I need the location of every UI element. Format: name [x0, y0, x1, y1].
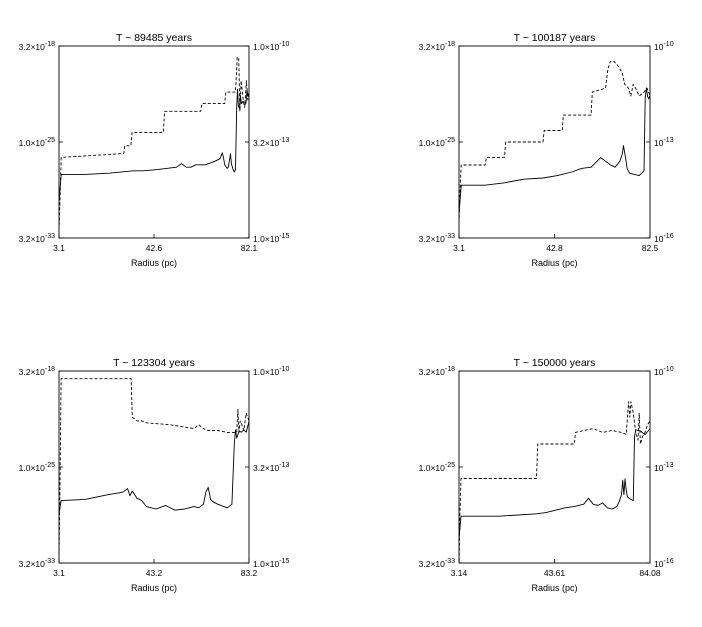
- y-right-tick-label: 10-10: [654, 366, 674, 377]
- y-left-tick-label: 1.0×10-25: [19, 137, 55, 148]
- chart-title: T ~ 89485 years: [116, 32, 192, 44]
- chart-panel-2: T ~ 100187 years 3.1 42.8 82.5 Radius (pc) 3.…: [419, 32, 674, 268]
- y-right-tick-label: 1.0×10-10: [253, 41, 289, 52]
- y-right-tick-label: 10-13: [654, 137, 674, 148]
- y-left-tick-label: 1.0×10-25: [19, 462, 55, 473]
- y-left-tick-label: 3.2×10-18: [19, 41, 55, 52]
- x-tick-label: 43.2: [146, 568, 163, 578]
- y-left-tick-label: 3.2×10-33: [19, 558, 55, 569]
- y-right-tick-label: 10-10: [654, 41, 674, 52]
- x-tick-label: 42.8: [546, 243, 563, 253]
- y-right-tick-label: 3.2×10-13: [253, 137, 289, 148]
- y-left-tick-label: 3.2×10-18: [419, 41, 455, 52]
- y-left-tick-label: 3.2×10-18: [19, 366, 55, 377]
- chart-panel-1: T ~ 89485 years 3.1 42.6 82.1 Radius (pc) 3.2…: [19, 32, 290, 268]
- y-right-tick-label: 10-16: [654, 558, 674, 569]
- x-tick-label: 82.5: [642, 243, 659, 253]
- y-right-tick-label: 1.0×10-15: [253, 558, 289, 569]
- y-right-tick-label: 10-13: [654, 462, 674, 473]
- y-right-tick-label: 1.0×10-10: [253, 366, 289, 377]
- y-left-tick-label: 3.2×10-33: [419, 233, 455, 244]
- x-tick-label: 83.2: [241, 568, 258, 578]
- plot-frame: [458, 45, 651, 239]
- plot-frame: [58, 45, 250, 239]
- x-tick-label: 43.61: [544, 568, 566, 578]
- y-left-tick-label: 1.0×10-25: [419, 462, 455, 473]
- y-left-tick-label: 3.2×10-33: [19, 233, 55, 244]
- series-line-dashed: [459, 401, 650, 563]
- x-axis-label: Radius (pc): [531, 583, 577, 593]
- x-tick-label: 3.1: [53, 243, 65, 253]
- x-tick-label: 3.14: [451, 568, 468, 578]
- x-tick-label: 3.1: [53, 568, 65, 578]
- chart-panel-3: T ~ 123304 years 3.1 43.2 83.2 Radius (pc) 3.…: [19, 357, 290, 593]
- chart-title: T ~ 123304 years: [113, 357, 195, 369]
- y-right-tick-label: 1.0×10-15: [253, 233, 289, 244]
- x-tick-label: 84.08: [639, 568, 661, 578]
- plot-frame: [458, 370, 651, 564]
- chart-title: T ~ 100187 years: [514, 32, 596, 44]
- series-line-solid: [459, 428, 650, 540]
- x-tick-label: 3.1: [453, 243, 465, 253]
- y-left-tick-label: 3.2×10-33: [419, 558, 455, 569]
- y-left-tick-label: 3.2×10-18: [419, 366, 455, 377]
- series-line-solid: [459, 87, 650, 215]
- x-axis-label: Radius (pc): [131, 258, 177, 268]
- series-line-solid: [59, 421, 249, 514]
- series-line-dashed: [459, 60, 650, 223]
- series-line-dashed: [59, 378, 249, 556]
- series-line-solid: [59, 88, 249, 203]
- series-line-dashed: [59, 57, 249, 231]
- y-right-tick-label: 10-16: [654, 233, 674, 244]
- plot-frame: [58, 370, 250, 564]
- x-axis-label: Radius (pc): [531, 258, 577, 268]
- y-right-tick-label: 3.2×10-13: [253, 462, 289, 473]
- x-tick-label: 82.1: [241, 243, 258, 253]
- chart-panel-4: T ~ 150000 years 3.14 43.61 84.08 Radius (pc…: [419, 357, 674, 593]
- x-tick-label: 42.6: [146, 243, 163, 253]
- x-axis-label: Radius (pc): [131, 583, 177, 593]
- chart-title: T ~ 150000 years: [514, 357, 596, 369]
- y-left-tick-label: 1.0×10-25: [419, 137, 455, 148]
